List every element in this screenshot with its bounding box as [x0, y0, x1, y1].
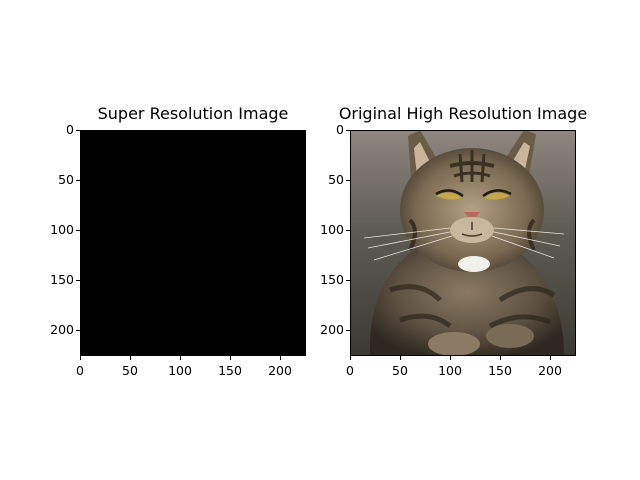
- ytick-mark: [346, 280, 350, 281]
- axes-frame: [350, 130, 576, 356]
- xtick-mark: [550, 356, 551, 360]
- xtick-label: 200: [538, 363, 562, 378]
- ytick-label: 100: [320, 222, 344, 237]
- ytick-mark: [346, 130, 350, 131]
- ytick-mark: [76, 130, 80, 131]
- ytick-mark: [76, 280, 80, 281]
- xtick-mark: [400, 356, 401, 360]
- ytick-mark: [346, 230, 350, 231]
- ytick-mark: [76, 330, 80, 331]
- xtick-mark: [180, 356, 181, 360]
- xtick-mark: [80, 356, 81, 360]
- xtick-label: 50: [122, 363, 138, 378]
- ytick-mark: [346, 180, 350, 181]
- ytick-label: 150: [320, 272, 344, 287]
- xtick-label: 0: [76, 363, 84, 378]
- xtick-label: 150: [218, 363, 242, 378]
- super-resolution-image: [80, 130, 306, 356]
- xtick-label: 0: [346, 363, 354, 378]
- ytick-mark: [346, 330, 350, 331]
- ytick-mark: [76, 230, 80, 231]
- ytick-label: 0: [66, 122, 74, 137]
- cat-photo: [350, 130, 576, 356]
- axes-super-resolution: 0 50 100 150 200 0 50 100 150 200: [50, 123, 306, 378]
- xtick-mark: [350, 356, 351, 360]
- ytick-label: 200: [320, 322, 344, 337]
- panel-title-original: Original High Resolution Image: [338, 104, 588, 123]
- xtick-label: 150: [488, 363, 512, 378]
- xtick-label: 50: [392, 363, 408, 378]
- ytick-label: 100: [50, 222, 74, 237]
- axes-original: 0 50 100 150 200 0 50 100 150 200: [320, 123, 576, 378]
- xtick-mark: [280, 356, 281, 360]
- ytick-label: 0: [336, 122, 344, 137]
- panel-title-super-resolution: Super Resolution Image: [97, 104, 289, 123]
- axes-frame: [80, 130, 306, 356]
- ytick-label: 150: [50, 272, 74, 287]
- xtick-label: 200: [268, 363, 292, 378]
- ytick-mark: [76, 180, 80, 181]
- xtick-label: 100: [438, 363, 462, 378]
- ytick-label: 200: [50, 322, 74, 337]
- ytick-label: 50: [58, 172, 74, 187]
- xtick-mark: [230, 356, 231, 360]
- xtick-mark: [450, 356, 451, 360]
- xtick-mark: [500, 356, 501, 360]
- xtick-label: 100: [168, 363, 192, 378]
- ytick-label: 50: [328, 172, 344, 187]
- xtick-mark: [130, 356, 131, 360]
